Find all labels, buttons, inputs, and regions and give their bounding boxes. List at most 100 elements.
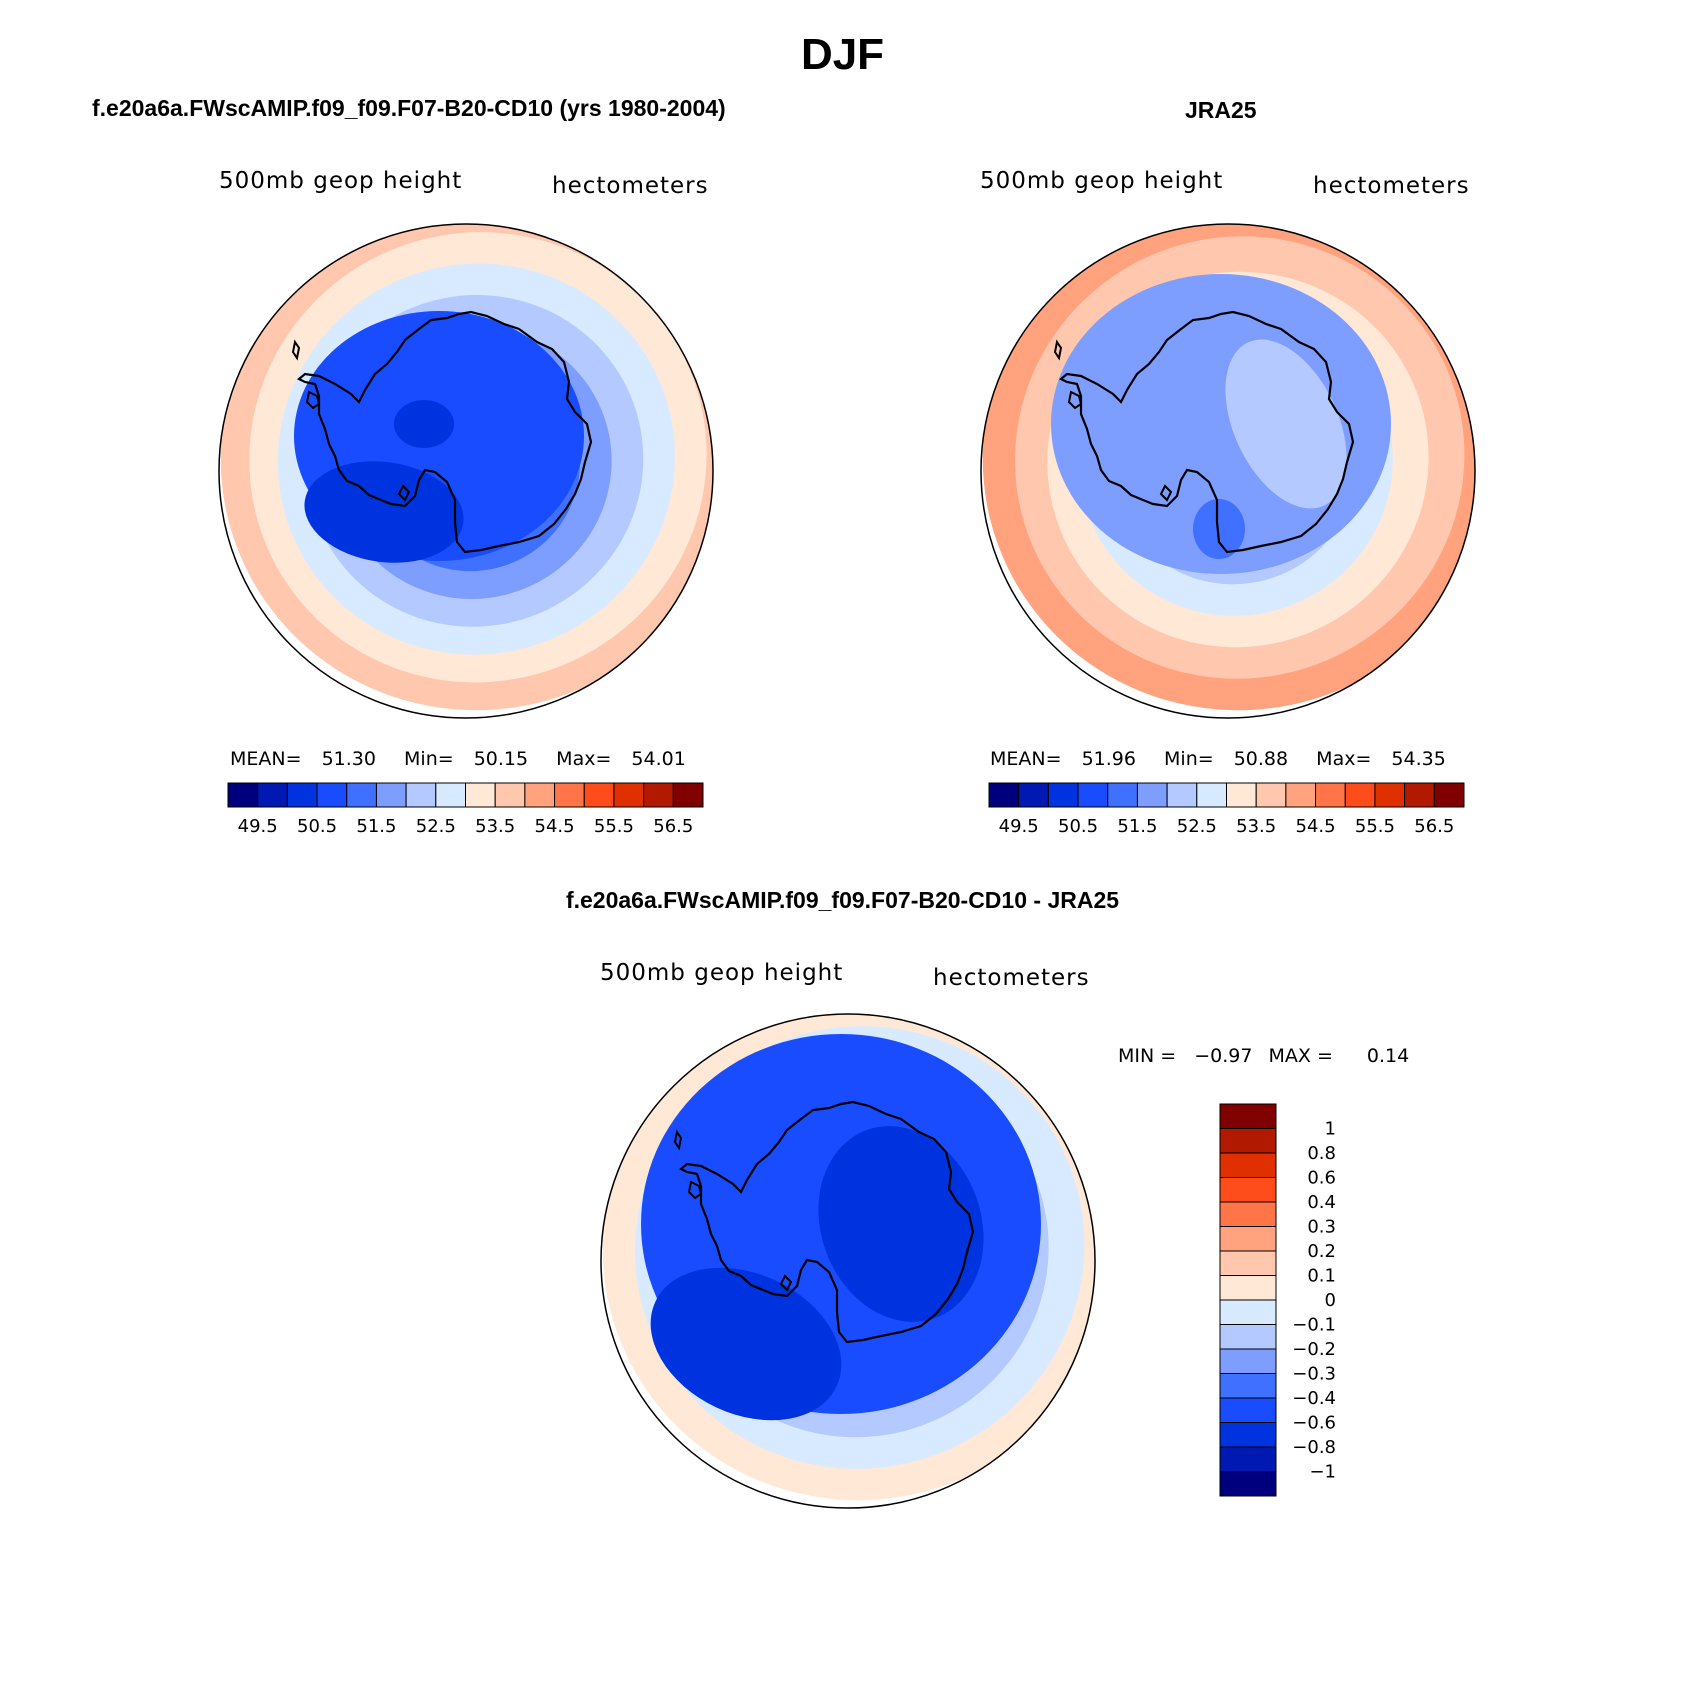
colorbar-swatch-7 bbox=[1196, 782, 1227, 808]
colorbar-tick-label: 1 bbox=[1325, 1119, 1336, 1140]
panel-3-min-value: −0.97 bbox=[1194, 1045, 1253, 1067]
panel-3-colorbar: 1 0.8 0.6 0.4 0.3 0.2 0.1 0 −0.1 −0.2 −0.3 −0.4 −0.6… bbox=[1219, 1103, 1336, 1497]
island-outline-0 bbox=[305, 390, 321, 410]
colorbar-tick-label: −0.6 bbox=[1292, 1413, 1336, 1434]
panel-1-max-value: 54.01 bbox=[631, 748, 686, 770]
colorbar-tick-label: −1 bbox=[1309, 1462, 1336, 1483]
map-border bbox=[980, 223, 1476, 719]
panel-3-polar-map bbox=[600, 1013, 1096, 1509]
colorbar-tick-label: 52.5 bbox=[1177, 816, 1217, 837]
panel-3-stats: MIN = −0.97 MAX = 0.14 bbox=[1118, 1045, 1409, 1067]
panel-1-min-value: 50.15 bbox=[473, 748, 529, 770]
island-outline-1 bbox=[673, 1129, 683, 1151]
contour-cell-1 bbox=[394, 400, 454, 448]
panel-2-mean-value: 51.96 bbox=[1081, 748, 1136, 770]
contour-cell-2 bbox=[650, 1267, 842, 1421]
panel-2-variable-label: 500mb geop height bbox=[980, 168, 1224, 194]
panel-3-max-label: MAX = bbox=[1268, 1045, 1333, 1067]
colorbar-swatch-9 bbox=[494, 782, 526, 808]
colorbar-swatch-7 bbox=[1219, 1275, 1277, 1301]
colorbar-swatch-7 bbox=[435, 782, 466, 808]
contour-cell-1 bbox=[818, 1126, 984, 1322]
colorbar-swatch-9 bbox=[1219, 1324, 1277, 1350]
panel-2-max-value: 54.35 bbox=[1391, 748, 1446, 770]
colorbar-swatch-0 bbox=[1219, 1103, 1277, 1129]
colorbar-swatch-3 bbox=[1077, 782, 1109, 808]
colorbar-swatch-13 bbox=[1374, 782, 1406, 808]
colorbar-tick-label: 50.5 bbox=[1058, 816, 1098, 837]
colorbar-tick-label: 51.5 bbox=[356, 816, 396, 837]
colorbar-swatch-6 bbox=[1166, 782, 1198, 808]
colorbar-swatch-11 bbox=[554, 782, 585, 808]
colorbar-tick-label: 51.5 bbox=[1117, 816, 1157, 837]
panel-2-min-label: Min= bbox=[1164, 748, 1214, 770]
antarctica-coastline bbox=[679, 1100, 975, 1344]
colorbar-tick-label: 0.8 bbox=[1307, 1143, 1336, 1164]
colorbar-tick-label: 54.5 bbox=[1296, 816, 1336, 837]
panel-1-mean-label: MEAN= bbox=[230, 748, 302, 770]
colorbar-swatch-12 bbox=[1344, 782, 1376, 808]
colorbar-tick-label: 0.6 bbox=[1307, 1168, 1336, 1189]
colorbar-swatch-5 bbox=[1219, 1226, 1277, 1252]
colorbar-tick-label: −0.4 bbox=[1292, 1388, 1336, 1409]
panel-3-max-value: 0.14 bbox=[1366, 1045, 1410, 1067]
colorbar-tick-label: −0.3 bbox=[1292, 1364, 1336, 1385]
panel-3-units-label: hectometers bbox=[933, 965, 1090, 991]
colorbar-swatch-13 bbox=[1219, 1422, 1277, 1448]
contour-cell-2 bbox=[304, 461, 464, 563]
colorbar-swatch-1 bbox=[257, 782, 288, 808]
colorbar-swatch-12 bbox=[583, 782, 615, 808]
colorbar-tick-label: 54.5 bbox=[535, 816, 575, 837]
colorbar-swatch-10 bbox=[1219, 1348, 1277, 1374]
colorbar-swatch-8 bbox=[465, 782, 496, 808]
colorbar-tick-label: −0.8 bbox=[1292, 1437, 1336, 1458]
colorbar-tick-label: 53.5 bbox=[1236, 816, 1276, 837]
colorbar-swatch-2 bbox=[1219, 1152, 1277, 1178]
island-outline-2 bbox=[1159, 484, 1173, 502]
colorbar-swatch-10 bbox=[1285, 782, 1317, 808]
panel-2-stats: MEAN= 51.96 Min= 50.88 Max= 54.35 bbox=[990, 748, 1446, 770]
panel-3-min-label: MIN = bbox=[1118, 1045, 1177, 1067]
colorbar-swatch-3 bbox=[316, 782, 348, 808]
colorbar-swatch-14 bbox=[643, 782, 674, 808]
antarctica-coastline bbox=[297, 310, 593, 554]
colorbar-swatch-4 bbox=[1219, 1201, 1277, 1227]
map-border bbox=[600, 1013, 1096, 1509]
island-outline-1 bbox=[291, 339, 301, 361]
colorbar-swatch-10 bbox=[524, 782, 556, 808]
colorbar-tick-label: 50.5 bbox=[297, 816, 337, 837]
panel-1-max-label: Max= bbox=[556, 748, 612, 770]
colorbar-swatch-11 bbox=[1219, 1373, 1277, 1399]
map-border bbox=[218, 223, 714, 719]
panel-1-colorbar: 49.5 50.5 51.5 52.5 53.5 54.5 55.5 56.5 bbox=[227, 782, 704, 837]
colorbar-tick-label: 55.5 bbox=[1355, 816, 1395, 837]
panel-2-min-value: 50.88 bbox=[1233, 748, 1289, 770]
panel-1-polar-map bbox=[218, 223, 714, 719]
colorbar-tick-label: 49.5 bbox=[238, 816, 278, 837]
colorbar-swatch-5 bbox=[1136, 782, 1168, 808]
colorbar-swatch-1 bbox=[1018, 782, 1049, 808]
island-outline-0 bbox=[1067, 390, 1083, 410]
antarctica-coastline bbox=[1059, 310, 1355, 554]
colorbar-swatch-0 bbox=[988, 782, 1020, 808]
colorbar-swatch-13 bbox=[613, 782, 645, 808]
island-outline-0 bbox=[687, 1180, 703, 1200]
colorbar-swatch-0 bbox=[227, 782, 259, 808]
colorbar-tick-label: −0.1 bbox=[1292, 1315, 1336, 1336]
colorbar-tick-label: 56.5 bbox=[653, 816, 693, 837]
colorbar-swatch-6 bbox=[405, 782, 437, 808]
colorbar-swatch-5 bbox=[375, 782, 407, 808]
panel-1-variable-label: 500mb geop height bbox=[219, 168, 463, 194]
panel-2-units-label: hectometers bbox=[1313, 173, 1470, 199]
colorbar-tick-label: 0.1 bbox=[1307, 1266, 1336, 1287]
island-outline-1 bbox=[1053, 339, 1063, 361]
colorbar-swatch-8 bbox=[1226, 782, 1257, 808]
colorbar-tick-label: 0.4 bbox=[1307, 1192, 1336, 1213]
colorbar-swatch-12 bbox=[1219, 1397, 1277, 1423]
colorbar-swatch-15 bbox=[672, 782, 704, 808]
island-outline-2 bbox=[779, 1274, 793, 1292]
colorbar-tick-label: −0.2 bbox=[1292, 1339, 1336, 1360]
colorbar-swatch-2 bbox=[1047, 782, 1079, 808]
colorbar-tick-label: 49.5 bbox=[999, 816, 1039, 837]
panel-2-colorbar: 49.5 50.5 51.5 52.5 53.5 54.5 55.5 56.5 bbox=[988, 782, 1465, 837]
